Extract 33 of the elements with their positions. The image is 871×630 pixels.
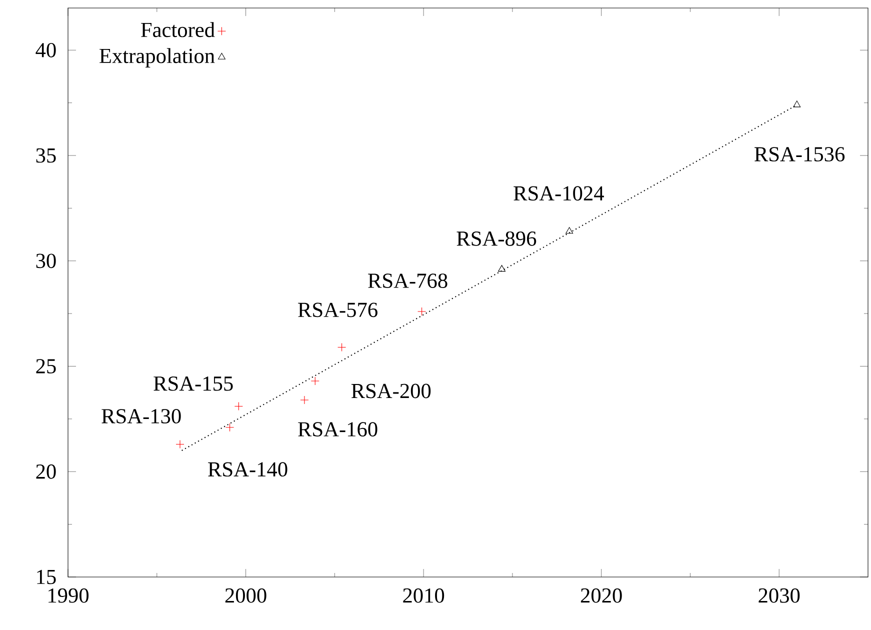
point xyxy=(310,376,320,386)
annotation: RSA-130 xyxy=(102,409,181,424)
legend-label: Factored xyxy=(141,22,215,38)
y-tick-label: 35 xyxy=(36,148,56,163)
legend-label: Extrapolation xyxy=(100,48,215,68)
annotation: RSA-140 xyxy=(208,462,288,477)
annotation: RSA-160 xyxy=(298,422,378,436)
point xyxy=(226,423,234,432)
annotation: RSA-576 xyxy=(298,302,378,318)
point xyxy=(234,402,243,411)
y-tick-label: 40 xyxy=(36,42,56,58)
point xyxy=(300,396,309,404)
y-tick-label: 20 xyxy=(36,464,56,479)
x-tick-label: 2000 xyxy=(225,588,266,603)
y-tick-label: 30 xyxy=(36,254,56,268)
x-tick-label: 2010 xyxy=(403,588,444,603)
point xyxy=(418,307,426,316)
x-tick-label: 2020 xyxy=(580,588,622,603)
point xyxy=(176,440,184,448)
x-tick-label: 2030 xyxy=(758,588,800,603)
x-tick-label: 1990 xyxy=(48,588,89,603)
annotation: RSA-200 xyxy=(351,384,431,398)
point xyxy=(793,100,801,108)
point xyxy=(338,343,346,352)
annotation: RSA-1024 xyxy=(514,186,604,201)
annotation: RSA-1536 xyxy=(754,147,845,162)
annotation: RSA-896 xyxy=(456,231,536,246)
annotation: RSA-155 xyxy=(154,376,233,391)
y-tick-label: 25 xyxy=(36,359,56,374)
point xyxy=(498,265,506,272)
point xyxy=(566,227,574,234)
annotation: RSA-768 xyxy=(368,274,448,288)
y-tick-label: 15 xyxy=(37,570,56,584)
